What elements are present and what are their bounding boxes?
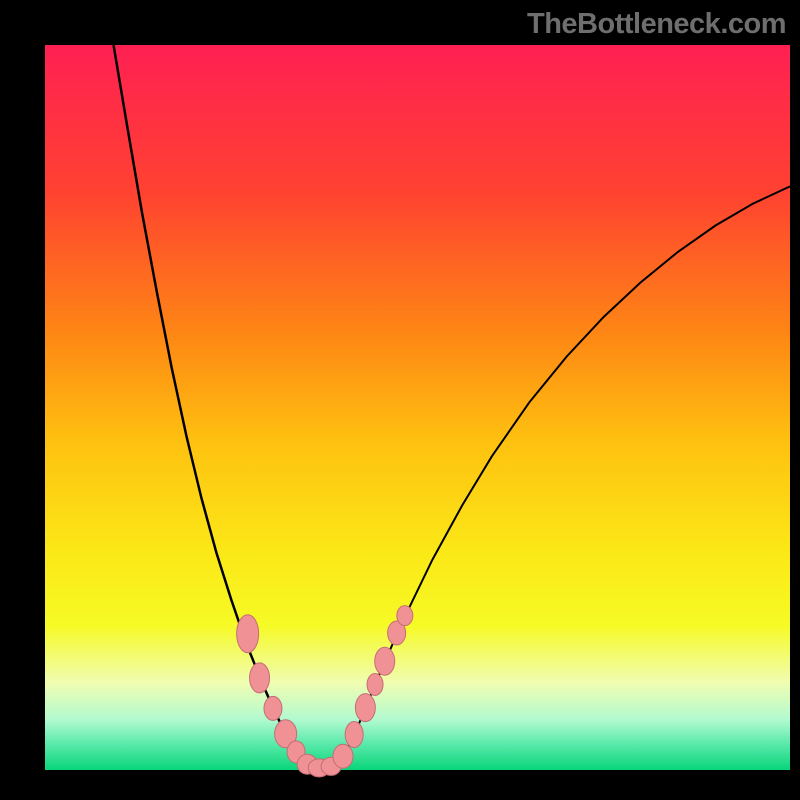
marker-blob [264,696,282,720]
marker-blob [375,647,395,675]
plot-background [45,45,790,770]
marker-blob [237,615,259,653]
chart-svg [0,0,800,800]
marker-blob [250,663,270,693]
marker-blob [397,606,413,626]
marker-blob [367,673,383,695]
marker-blob [355,694,375,722]
watermark-text: TheBottleneck.com [527,8,786,41]
marker-blob [345,721,363,747]
figure-root: TheBottleneck.com [0,0,800,800]
marker-blob [333,744,353,768]
